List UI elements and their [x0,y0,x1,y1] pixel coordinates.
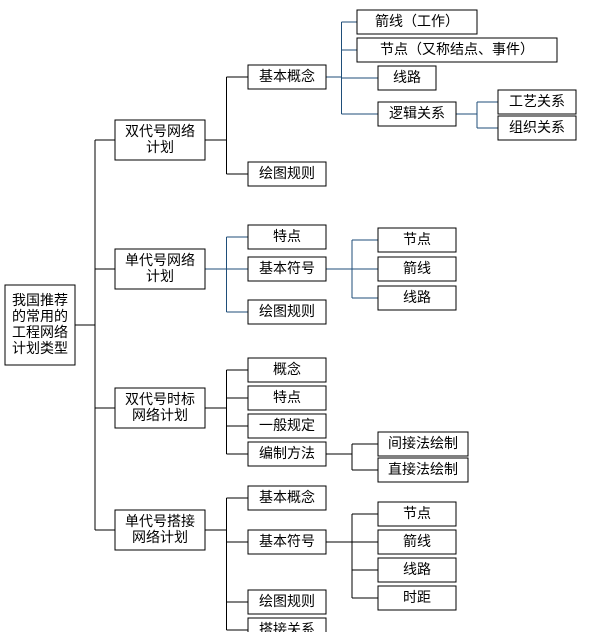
node-g4: 时距 [378,586,456,610]
node-f1: 间接法绘制 [378,432,468,456]
node-d1: 工艺关系 [498,90,576,114]
node-label: 绘图规则 [259,594,315,610]
node-b12: 绘图规则 [248,162,326,186]
node-c1: 箭线（工作） [357,10,477,34]
node-label: 特点 [273,229,301,245]
node-f2: 直接法绘制 [378,458,468,482]
node-b21: 特点 [248,225,326,249]
node-label: 双代号网络 [125,124,195,140]
node-label: 概念 [273,361,301,378]
node-label: 的常用的 [12,309,68,325]
node-c4: 逻辑关系 [378,102,456,126]
node-label: 网络计划 [132,530,188,546]
node-label: 搭接关系 [259,621,315,632]
node-label: 节点 [403,506,431,522]
node-label: 节点（又称结点、事件） [380,42,534,58]
node-label: 我国推荐 [12,293,68,309]
node-c2: 节点（又称结点、事件） [357,38,557,62]
node-label: 单代号搭接 [125,513,195,530]
node-label: 网络计划 [132,408,188,424]
node-label: 工程网络 [12,325,68,341]
node-label: 编制方法 [259,446,315,462]
node-label: 特点 [273,390,301,406]
node-label: 直接法绘制 [388,461,458,478]
node-c3: 线路 [378,66,436,90]
node-a3: 双代号时标网络计划 [115,388,205,428]
tree-diagram: 我国推荐的常用的工程网络计划类型双代号网络计划单代号网络计划双代号时标网络计划单… [0,0,601,632]
node-b42: 基本符号 [248,530,326,554]
node-g3: 线路 [378,558,456,582]
node-label: 箭线（工作） [375,13,459,30]
node-g1: 节点 [378,502,456,526]
node-label: 基本符号 [259,533,315,550]
node-label: 计划类型 [12,341,68,357]
node-b32: 特点 [248,386,326,410]
node-label: 箭线 [403,260,431,277]
node-label: 基本概念 [259,489,315,506]
node-label: 组织关系 [509,120,565,136]
node-label: 计划 [146,269,174,285]
node-label: 单代号网络 [125,253,195,269]
node-a1: 双代号网络计划 [115,120,205,160]
node-b33: 一般规定 [248,414,326,438]
node-label: 箭线 [403,533,431,550]
node-d2: 组织关系 [498,116,576,140]
node-b31: 概念 [248,358,326,382]
node-b23: 绘图规则 [248,300,326,324]
node-label: 线路 [403,290,431,306]
node-label: 一般规定 [259,418,315,434]
node-b11: 基本概念 [248,65,326,89]
node-label: 工艺关系 [509,94,565,110]
node-label: 线路 [403,562,431,578]
node-label: 时距 [403,590,431,606]
node-b44: 搭接关系 [248,618,326,632]
node-b41: 基本概念 [248,486,326,510]
node-b43: 绘图规则 [248,590,326,614]
node-g2: 箭线 [378,530,456,554]
node-b34: 编制方法 [248,442,326,466]
node-label: 间接法绘制 [388,435,458,452]
node-b22: 基本符号 [248,257,326,281]
node-label: 计划 [146,140,174,156]
node-label: 基本概念 [259,68,315,85]
node-root: 我国推荐的常用的工程网络计划类型 [5,285,75,365]
node-a2: 单代号网络计划 [115,249,205,289]
node-e2: 箭线 [378,257,456,281]
node-e3: 线路 [378,286,456,310]
node-label: 双代号时标 [125,392,195,408]
node-label: 节点 [403,232,431,248]
node-label: 基本符号 [259,260,315,277]
node-label: 绘图规则 [259,304,315,320]
node-label: 逻辑关系 [389,106,445,122]
node-a4: 单代号搭接网络计划 [115,510,205,550]
node-label: 线路 [393,70,421,86]
node-e1: 节点 [378,228,456,252]
node-label: 绘图规则 [259,166,315,182]
